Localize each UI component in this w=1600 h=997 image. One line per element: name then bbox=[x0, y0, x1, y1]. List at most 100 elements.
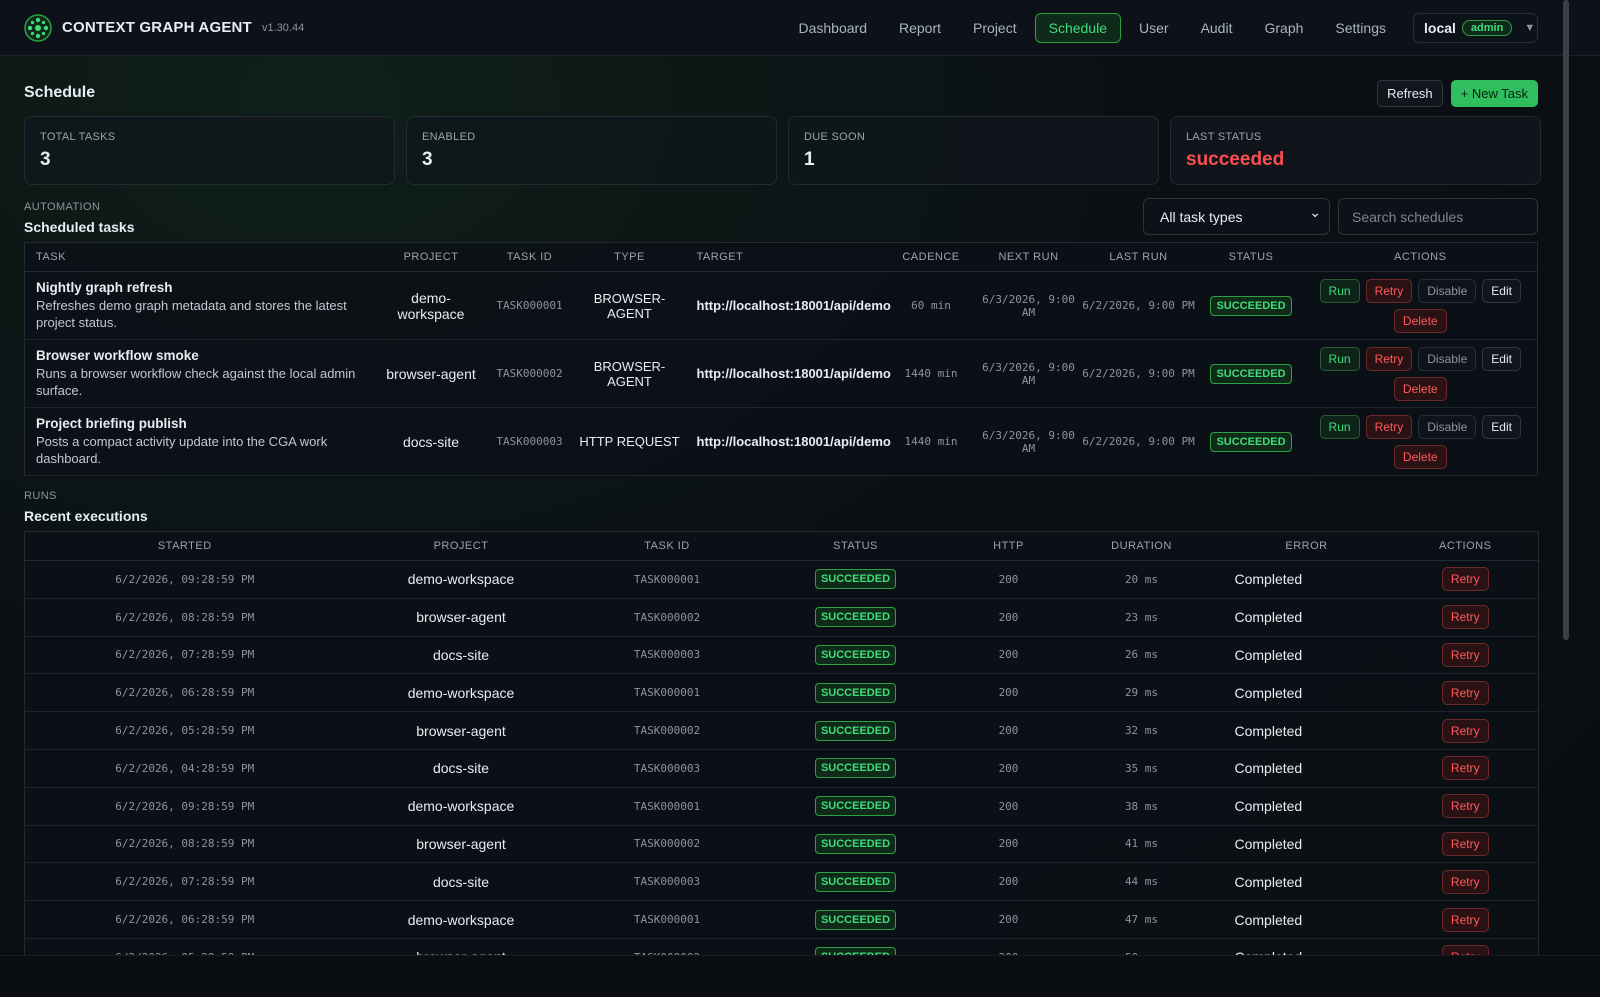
http-code: 200 bbox=[954, 825, 1063, 864]
task-row: Nightly graph refresh Refreshes demo grap… bbox=[24, 271, 1538, 340]
action-button[interactable]: Run bbox=[1319, 346, 1360, 371]
nav-item-active[interactable]: Schedule bbox=[1034, 13, 1121, 43]
status-badge: SUCCEEDED bbox=[1210, 431, 1292, 452]
status-badge: SUCCEEDED bbox=[814, 871, 897, 892]
column-header: STATUS bbox=[1198, 242, 1304, 272]
task-id: TASK000002 bbox=[577, 825, 757, 864]
status-badge: SUCCEEDED bbox=[1210, 363, 1292, 384]
action-button[interactable]: Delete bbox=[1393, 444, 1447, 469]
action-button[interactable]: Disable bbox=[1418, 278, 1477, 303]
status-cell: SUCCEEDED bbox=[756, 636, 955, 675]
duration: 20 ms bbox=[1062, 560, 1221, 599]
column-header: ACTIONS bbox=[1392, 531, 1539, 561]
search-input[interactable]: Search schedules bbox=[1338, 198, 1538, 235]
task-cell: Project briefing publish Posts a compact … bbox=[24, 407, 379, 476]
action-button[interactable]: Edit bbox=[1482, 346, 1521, 371]
action-button[interactable]: Run bbox=[1319, 414, 1360, 439]
nav-item[interactable]: Project bbox=[973, 20, 1017, 36]
nav-item[interactable]: Settings bbox=[1335, 20, 1386, 36]
started: 6/2/2026, 04:28:59 PM bbox=[24, 749, 345, 788]
stat-label: TOTAL TASKS bbox=[40, 131, 116, 143]
http-code: 200 bbox=[954, 560, 1063, 599]
retry-button[interactable]: Retry bbox=[1441, 869, 1489, 894]
nav-item[interactable]: Dashboard bbox=[798, 20, 868, 36]
retry-button[interactable]: Retry bbox=[1441, 831, 1489, 856]
retry-button[interactable]: Retry bbox=[1441, 680, 1489, 705]
http-code: 200 bbox=[954, 636, 1063, 675]
task-row: Project briefing publish Posts a compact … bbox=[24, 407, 1538, 476]
started: 6/2/2026, 05:28:59 PM bbox=[24, 711, 345, 750]
table-head: STARTED PROJECT TASK ID STATUS HTTP DURATION E… bbox=[24, 531, 1539, 561]
scrollbar bbox=[1563, 0, 1569, 640]
action-button[interactable]: Delete bbox=[1393, 308, 1447, 333]
action-button[interactable]: Retry bbox=[1365, 346, 1413, 371]
project: browser-agent bbox=[344, 825, 578, 864]
retry-button[interactable]: Retry bbox=[1441, 642, 1489, 667]
user-menu[interactable]: local admin ▼ bbox=[1413, 13, 1538, 43]
task-description: Runs a browser workflow check against th… bbox=[36, 366, 356, 398]
column-header: NEXT RUN bbox=[978, 242, 1079, 272]
http-code: 200 bbox=[954, 787, 1063, 826]
column-header: TASK bbox=[24, 242, 379, 272]
run-row: 6/2/2026, 05:28:59 PMbrowser-agentTASK00… bbox=[24, 938, 1539, 955]
column-header: ACTIONS bbox=[1303, 242, 1538, 272]
project: browser-agent bbox=[344, 938, 578, 955]
action-button[interactable]: Edit bbox=[1482, 278, 1521, 303]
project: docs-site bbox=[344, 749, 578, 788]
new-task-button[interactable]: + New Task bbox=[1450, 80, 1538, 107]
retry-button[interactable]: Retry bbox=[1441, 945, 1489, 955]
target: http://localhost:18001/api/demo bbox=[683, 271, 891, 340]
nav-item[interactable]: Report bbox=[899, 20, 942, 36]
status-cell: SUCCEEDED bbox=[756, 825, 955, 864]
nav-item[interactable]: Audit bbox=[1200, 20, 1233, 36]
action-button[interactable]: Disable bbox=[1418, 346, 1477, 371]
stat-value: succeeded bbox=[1186, 149, 1285, 170]
error: Completed bbox=[1220, 711, 1393, 750]
actions-cell: Run Retry Disable Edit Delete bbox=[1303, 339, 1538, 408]
role-badge: admin bbox=[1461, 20, 1513, 36]
actions: Run Retry Disable Edit Delete bbox=[1305, 346, 1537, 401]
runs-table: STARTED PROJECT TASK ID STATUS HTTP DURATION E… bbox=[24, 531, 1539, 955]
task-id: TASK000003 bbox=[577, 636, 757, 675]
action-button[interactable]: Delete bbox=[1393, 376, 1447, 401]
stat-card: ENABLED 3 bbox=[406, 116, 777, 185]
status-badge: SUCCEEDED bbox=[814, 833, 897, 854]
retry-button[interactable]: Retry bbox=[1441, 718, 1489, 743]
actions-cell: Retry bbox=[1392, 749, 1539, 788]
type-filter[interactable]: All task types bbox=[1143, 198, 1330, 235]
retry-button[interactable]: Retry bbox=[1441, 794, 1489, 819]
refresh-button[interactable]: Refresh bbox=[1377, 80, 1443, 107]
retry-button[interactable]: Retry bbox=[1441, 567, 1489, 592]
header-row: TASK PROJECT TASK ID TYPE TARGET CADENCE NEXT … bbox=[24, 242, 1538, 272]
retry-button[interactable]: Retry bbox=[1441, 907, 1489, 932]
actions-cell: Retry bbox=[1392, 938, 1539, 955]
action-button[interactable]: Retry bbox=[1365, 278, 1413, 303]
next-run: 6/3/2026, 9:00 AM bbox=[978, 271, 1079, 340]
stat-card: DUE SOON 1 bbox=[788, 116, 1159, 185]
stat-card: TOTAL TASKS 3 bbox=[24, 116, 395, 185]
action-button[interactable]: Edit bbox=[1482, 414, 1521, 439]
started: 6/2/2026, 07:28:59 PM bbox=[24, 636, 345, 675]
retry-button[interactable]: Retry bbox=[1441, 605, 1489, 630]
stat-value: 1 bbox=[804, 149, 815, 170]
task-name: Nightly graph refresh bbox=[36, 280, 173, 295]
action-button[interactable]: Run bbox=[1319, 278, 1360, 303]
retry-button[interactable]: Retry bbox=[1441, 756, 1489, 781]
action-button[interactable]: Retry bbox=[1365, 414, 1413, 439]
project: browser-agent bbox=[344, 598, 578, 637]
started: 6/2/2026, 05:28:59 PM bbox=[24, 938, 345, 955]
nav-item[interactable]: User bbox=[1139, 20, 1169, 36]
duration: 23 ms bbox=[1062, 598, 1221, 637]
http-code: 200 bbox=[954, 938, 1063, 955]
stat-label: DUE SOON bbox=[804, 131, 866, 143]
user-name: local bbox=[1424, 20, 1456, 36]
task-id: TASK000001 bbox=[577, 900, 757, 939]
nav-item[interactable]: Graph bbox=[1264, 20, 1304, 36]
section-title: Scheduled tasks bbox=[24, 219, 135, 235]
error: Completed bbox=[1220, 938, 1393, 955]
task-id: TASK000003 bbox=[577, 862, 757, 902]
action-button[interactable]: Disable bbox=[1418, 414, 1477, 439]
task-description: Posts a compact activity update into the… bbox=[36, 434, 328, 466]
task-name: Project briefing publish bbox=[36, 416, 187, 431]
